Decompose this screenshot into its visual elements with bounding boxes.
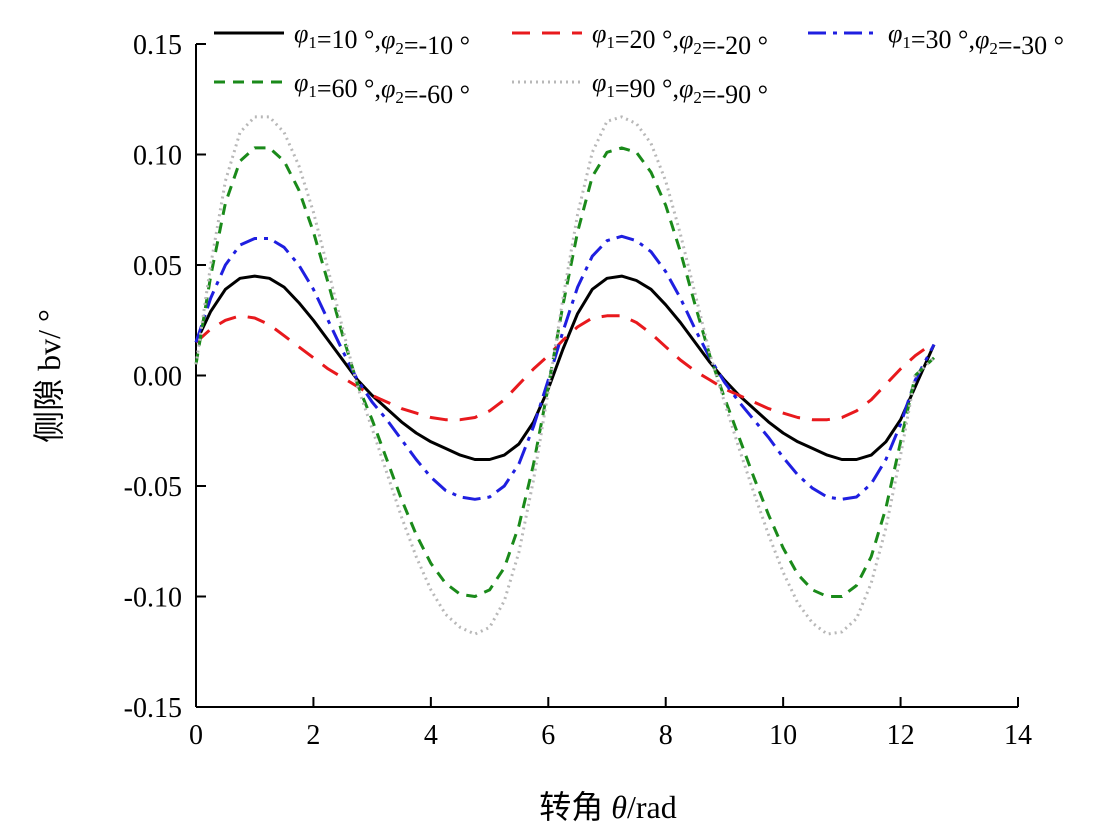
y-tick-label: 0.15 [133,30,182,61]
x-axis-title-prefix: 转角 [539,789,611,825]
series-line-4 [194,146,936,598]
series-line-3 [194,234,936,501]
legend-item-4: φ1=60 °,φ2=-60 ° [214,68,470,109]
x-tick-label: 6 [541,720,555,751]
legend: φ1=10 °,φ2=-10 ° φ1=20 °,φ2=-20 ° φ1=30 °,… [214,19,1064,109]
x-tick-label: 0 [189,720,203,751]
series-line-1 [194,274,936,461]
legend-item-2: φ1=20 °,φ2=-20 ° [512,19,768,60]
legend-label: φ1=60 °,φ2=-60 ° [294,68,470,109]
x-tick-label: 10 [769,720,797,751]
series-group [194,115,936,636]
series-line-5 [194,115,936,636]
x-axis-title-suffix: /rad [627,789,677,825]
y-tick-label: -0.10 [124,583,182,614]
x-axis-title: 转角 θ/rad [539,789,676,825]
legend-label: φ1=20 °,φ2=-20 ° [592,19,768,60]
legend-label: φ1=90 °,φ2=-90 ° [592,68,768,109]
legend-label: φ1=10 °,φ2=-10 ° [294,19,470,60]
legend-item-3: φ1=30 °,φ2=-30 ° [808,19,1064,60]
x-tick-label: 8 [659,720,673,751]
legend-item-1: φ1=10 °,φ2=-10 ° [214,19,470,60]
series-line-2 [194,314,935,422]
x-tick-label: 12 [887,720,915,751]
x-axis: 0 2 4 6 8 10 12 14 [189,697,1032,751]
y-tick-label: -0.15 [124,693,182,724]
x-tick-label: 2 [306,720,320,751]
y-tick-label: 0.10 [133,141,182,172]
y-axis-title: 侧隙 bv/ ° [31,309,67,443]
y-axis: -0.15 -0.10 -0.05 0.00 0.05 0.10 0.15 [124,30,206,724]
x-tick-label: 14 [1004,720,1032,751]
x-axis-title-symbol: θ [611,789,627,825]
y-tick-label: -0.05 [124,472,182,503]
legend-item-5: φ1=90 °,φ2=-90 ° [512,68,768,109]
x-tick-label: 4 [424,720,438,751]
y-tick-label: 0.00 [133,362,182,393]
y-tick-label: 0.05 [133,251,182,282]
legend-label: φ1=30 °,φ2=-30 ° [888,19,1064,60]
